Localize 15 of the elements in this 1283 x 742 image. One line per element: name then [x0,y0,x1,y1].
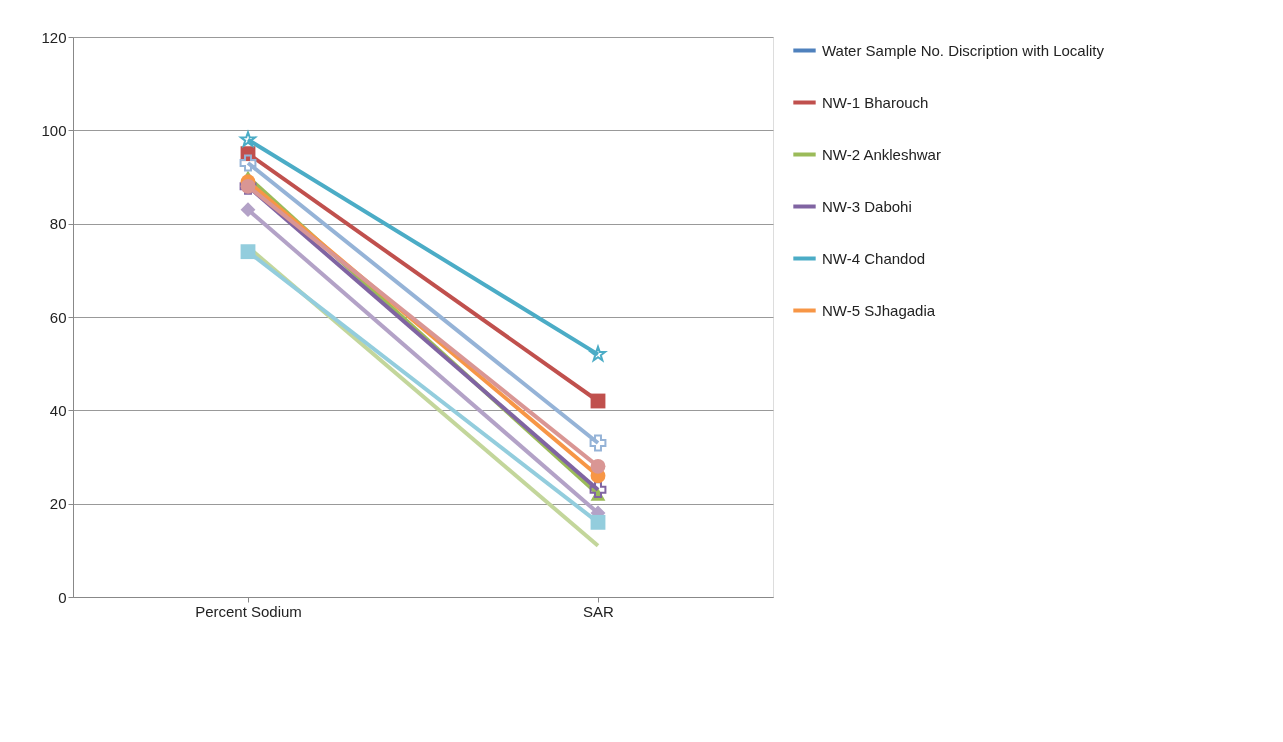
legend-label: Water Sample No. Discription with Locality [822,41,1105,59]
y-tick-label: 120 [41,28,67,46]
x-tick-label: SAR [583,602,615,620]
legend-label: NW-3 Dabohi [822,197,912,215]
y-tick-label: 100 [41,121,67,139]
legend-label: NW-5 SJhagadia [822,301,936,319]
y-tick-label: 60 [49,308,67,326]
y-tick-label: 20 [49,495,67,513]
legend-label: NW-2 Ankleshwar [822,145,941,163]
legend-label: NW-1 Bharouch [822,93,929,111]
y-tick-label: 0 [58,588,67,606]
y-tick-label: 80 [49,215,67,233]
x-tick-label: Percent Sodium [195,602,302,620]
y-tick-label: 40 [49,401,67,419]
legend-label: NW-4 Chandod [822,249,926,267]
